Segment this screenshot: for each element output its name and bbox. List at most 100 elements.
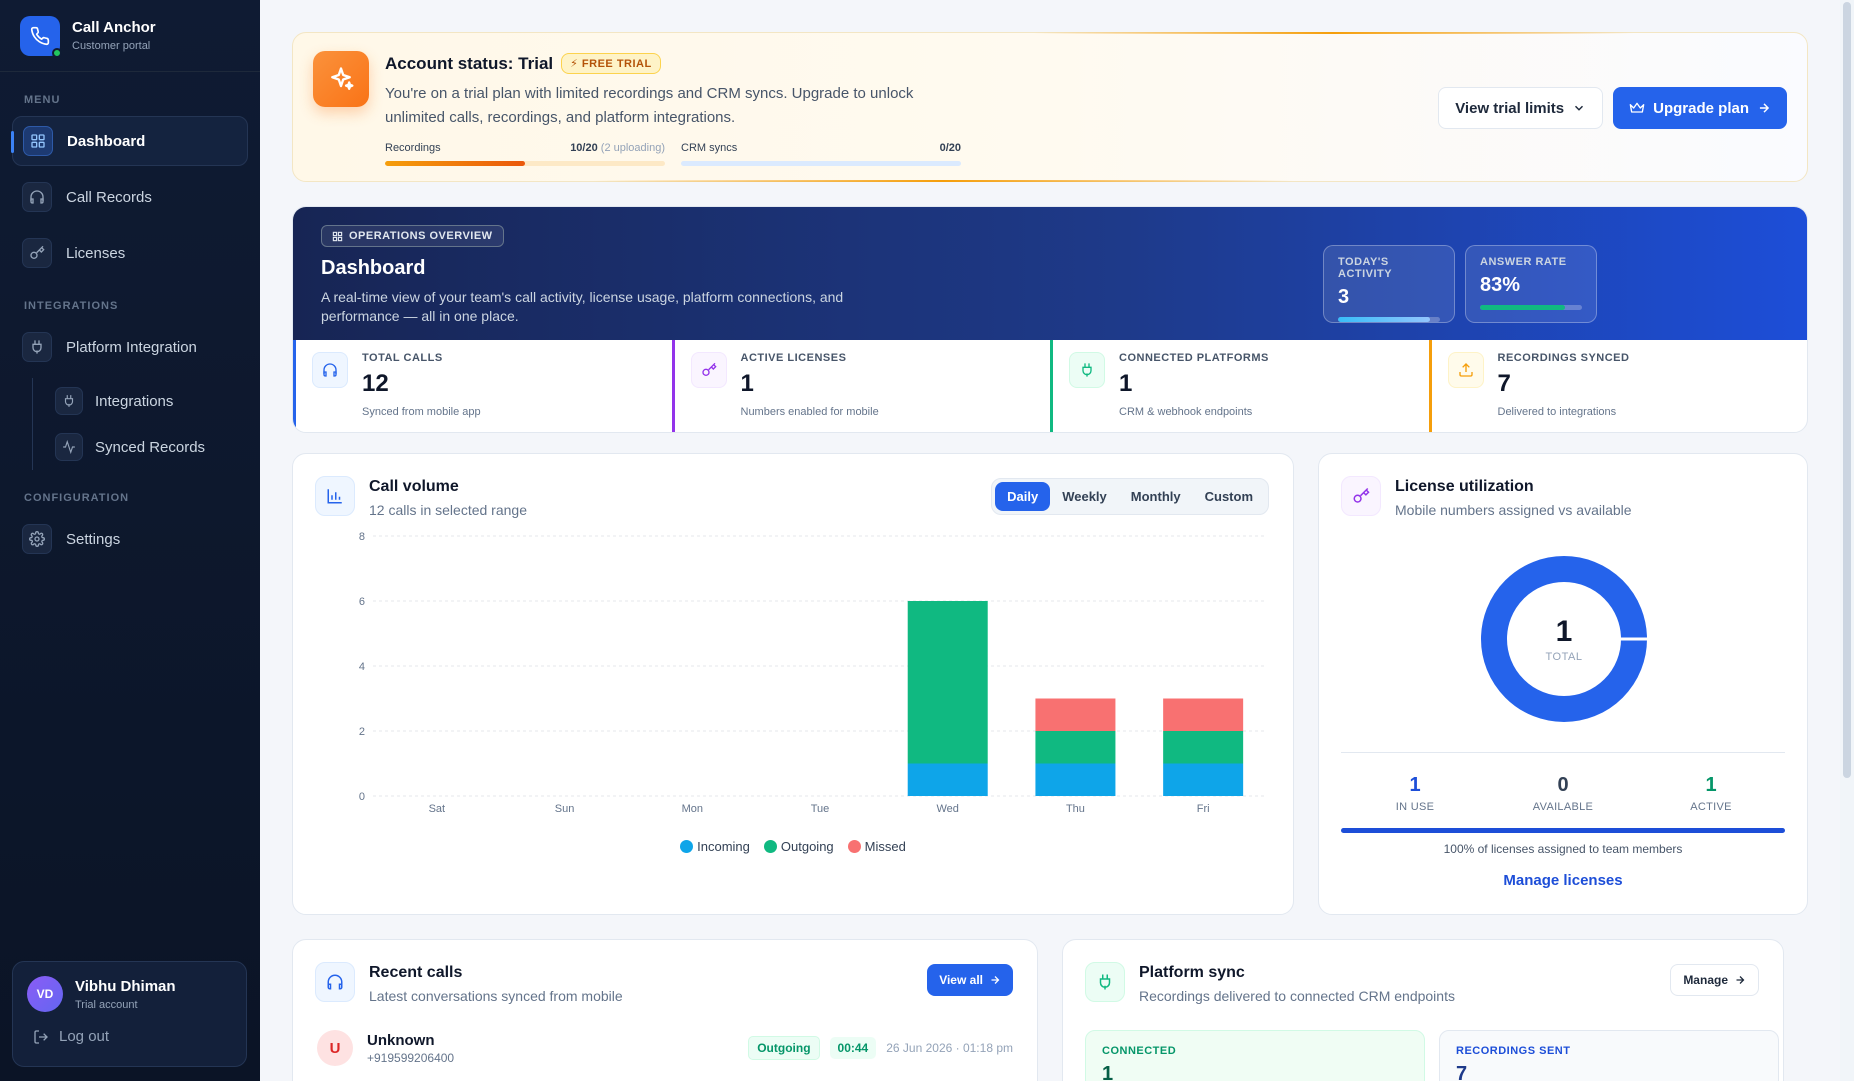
- stat-sub: Synced from mobile app: [362, 406, 481, 418]
- sidebar-item-label: Licenses: [66, 244, 126, 262]
- stat-sub: CRM & webhook endpoints: [1119, 406, 1253, 418]
- upgrade-plan-button[interactable]: Upgrade plan: [1613, 87, 1787, 129]
- call-volume-sub: 12 calls in selected range: [369, 502, 527, 518]
- stat-total-calls[interactable]: TOTAL CALLS 12 Synced from mobile app: [293, 340, 672, 432]
- sidebar-item-dashboard[interactable]: Dashboard: [11, 116, 248, 166]
- list-item[interactable]: U Unknown +919599206400 Outgoing 00:44 2…: [317, 1030, 1013, 1066]
- legend-item: Incoming: [680, 839, 750, 854]
- plug-icon: [22, 332, 52, 362]
- y-tick-label: 0: [359, 791, 365, 803]
- sidebar-item-call-records[interactable]: Call Records: [12, 172, 248, 222]
- arrow-right-icon: [1759, 103, 1770, 113]
- call-time: 26 Jun 2026 · 01:18 pm: [886, 1041, 1013, 1055]
- recordings-progress: [385, 161, 665, 166]
- gear-icon: [22, 524, 52, 554]
- user-profile[interactable]: VD Vibhu Dhiman Trial account: [27, 976, 232, 1012]
- stat-value: 7: [1497, 370, 1511, 397]
- trial-banner: Account status: Trial ⚡ FREE TRIAL You'r…: [292, 32, 1808, 182]
- stat-sub: Delivered to integrations: [1497, 406, 1617, 418]
- license-active: 1 ACTIVE: [1690, 774, 1732, 813]
- sidebar-item-licenses[interactable]: Licenses: [12, 228, 248, 278]
- trial-description: You're on a trial plan with limited reco…: [385, 85, 914, 126]
- tab-daily[interactable]: Daily: [995, 482, 1051, 511]
- bar-incoming-fri[interactable]: [1163, 763, 1244, 797]
- logout-button[interactable]: Log out: [27, 1028, 232, 1045]
- stat-sub: Numbers enabled for mobile: [740, 406, 879, 418]
- plug-icon: [1069, 352, 1105, 388]
- tab-weekly[interactable]: Weekly: [1062, 489, 1107, 504]
- bar-incoming-wed[interactable]: [907, 763, 988, 797]
- view-all-button[interactable]: View all: [927, 964, 1013, 996]
- plug-icon: [1085, 962, 1125, 1002]
- call-volume-card: Call volume 12 calls in selected range D…: [292, 453, 1294, 915]
- chart-legend: Incoming Outgoing Missed: [293, 839, 1293, 854]
- chevron-down-icon: [1575, 105, 1584, 111]
- x-tick-label: Thu: [1066, 803, 1085, 815]
- sparkles-icon: [313, 51, 369, 107]
- tab-monthly[interactable]: Monthly: [1130, 489, 1181, 504]
- page-description: A real-time view of your team's call act…: [321, 289, 844, 324]
- sidebar-item-label: Dashboard: [67, 132, 146, 150]
- operations-overview: OPERATIONS OVERVIEW Dashboard A real-tim…: [292, 206, 1808, 433]
- sidebar-item-label: Integrations: [95, 392, 174, 410]
- tab-custom[interactable]: Custom: [1204, 489, 1253, 504]
- y-tick-label: 4: [359, 661, 365, 673]
- sidebar-item-synced-records[interactable]: Synced Records: [55, 424, 260, 470]
- duration-badge: 00:44: [829, 1037, 877, 1059]
- user-name: Vibhu Dhiman: [75, 977, 176, 995]
- recordings-label: Recordings: [385, 142, 441, 154]
- bar-chart-icon: [315, 476, 355, 516]
- manage-button[interactable]: Manage: [1670, 964, 1759, 996]
- legend-item: Missed: [847, 839, 906, 854]
- key-icon: [1341, 476, 1381, 516]
- stat-active-licenses[interactable]: ACTIVE LICENSES 1 Numbers enabled for mo…: [671, 340, 1051, 432]
- platform-sync-title: Platform sync: [1139, 964, 1245, 981]
- bar-outgoing-fri[interactable]: [1163, 731, 1244, 764]
- brand[interactable]: Call Anchor Customer portal: [0, 0, 260, 72]
- brand-name: Call Anchor: [72, 19, 156, 36]
- todays-activity-card: TODAY'S ACTIVITY 3: [1323, 245, 1455, 323]
- menu-section-label: MENU: [24, 94, 61, 106]
- caller-name: Unknown: [367, 1031, 435, 1049]
- stat-label: TOTAL CALLS: [362, 352, 443, 364]
- key-icon: [22, 238, 52, 268]
- view-trial-limits-button[interactable]: View trial limits: [1438, 87, 1604, 129]
- stat-label: CONNECTED PLATFORMS: [1119, 352, 1269, 364]
- stat-recordings-synced[interactable]: RECORDINGS SYNCED 7 Delivered to integra…: [1428, 340, 1808, 432]
- license-in-use: 1 IN USE: [1395, 774, 1435, 813]
- bar-missed-fri[interactable]: [1163, 698, 1244, 732]
- direction-badge: Outgoing: [748, 1036, 820, 1060]
- bar-outgoing-thu[interactable]: [1035, 731, 1116, 764]
- bar-outgoing-wed[interactable]: [907, 601, 988, 764]
- crm-progress: [681, 161, 961, 166]
- crm-usage: CRM syncs 0/20: [681, 142, 961, 166]
- license-title: License utilization: [1395, 478, 1534, 495]
- overview-tag: OPERATIONS OVERVIEW: [321, 225, 504, 247]
- page-scrollbar[interactable]: [1840, 0, 1854, 1081]
- license-utilization-card: License utilization Mobile numbers assig…: [1318, 453, 1808, 915]
- sidebar-item-integrations[interactable]: Integrations: [55, 378, 260, 424]
- sidebar-item-platform-integration[interactable]: Platform Integration: [12, 322, 248, 372]
- configuration-section-label: CONFIGURATION: [24, 492, 130, 504]
- main-content: Account status: Trial ⚡ FREE TRIAL You'r…: [292, 32, 1808, 1081]
- stat-connected-platforms[interactable]: CONNECTED PLATFORMS 1 CRM & webhook endp…: [1050, 340, 1429, 432]
- phone-icon: [20, 15, 62, 58]
- bar-missed-thu[interactable]: [1035, 698, 1116, 732]
- stat-value: 1: [740, 370, 754, 397]
- stat-label: ACTIVE LICENSES: [740, 352, 847, 364]
- bar-incoming-thu[interactable]: [1035, 763, 1116, 797]
- todays-activity-bar: [1338, 317, 1440, 322]
- upload-icon: [1447, 352, 1484, 388]
- x-tick-label: Mon: [682, 803, 703, 815]
- avatar: VD: [27, 976, 63, 1012]
- sidebar-item-label: Settings: [66, 530, 121, 548]
- connected-card: CONNECTED 1: [1085, 1030, 1425, 1081]
- headphones-icon: [312, 352, 348, 388]
- todays-activity-label: TODAY'S ACTIVITY: [1338, 256, 1393, 280]
- sidebar-item-settings[interactable]: Settings: [12, 514, 248, 564]
- license-note: 100% of licenses assigned to team member…: [1443, 842, 1683, 856]
- brand-subtitle: Customer portal: [72, 40, 151, 52]
- call-volume-title: Call volume: [369, 478, 459, 495]
- caller-number: +919599206400: [367, 1050, 455, 1065]
- manage-licenses-link[interactable]: Manage licenses: [1503, 872, 1623, 889]
